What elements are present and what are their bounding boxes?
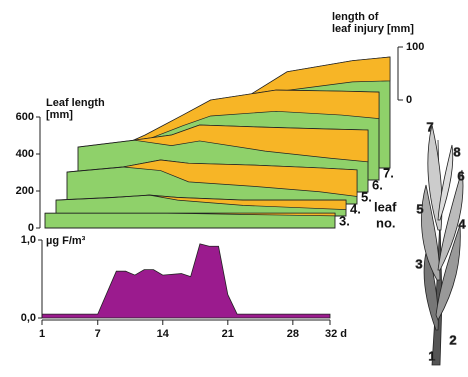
leaf-number: 7 bbox=[426, 119, 433, 134]
x-tick-label: 21 bbox=[222, 328, 234, 340]
concentration-area bbox=[42, 244, 330, 318]
y-axis-label: µg F/m³ bbox=[46, 235, 86, 247]
layer-label: 3. bbox=[339, 213, 350, 228]
layer-label: 6. bbox=[372, 177, 383, 192]
y-tick-label: 1,0 bbox=[21, 234, 36, 246]
plant bbox=[421, 125, 463, 365]
y2-tick-label: 0 bbox=[406, 94, 412, 106]
y2-axis-label: length of bbox=[332, 11, 379, 23]
layer-axis-label: no. bbox=[376, 215, 396, 230]
leaf-number: 4 bbox=[458, 216, 466, 231]
y2-tick-label: 100 bbox=[406, 41, 424, 53]
leaf-number: 1 bbox=[428, 348, 435, 363]
y-tick-label: 600 bbox=[16, 111, 34, 123]
layer-axis-label: leaf bbox=[374, 199, 397, 214]
layer-label: 7. bbox=[383, 165, 394, 180]
layer-label: 5. bbox=[361, 189, 372, 204]
y-tick-label: 0 bbox=[28, 222, 34, 234]
figure: 7.6.5.4.3. leafno. 0 200 400 600 Leaf length[m… bbox=[0, 0, 468, 372]
leaf-number: 6 bbox=[457, 168, 464, 183]
y-axis-label: [mm] bbox=[46, 109, 73, 121]
leaf-number: 2 bbox=[449, 332, 456, 347]
x-tick-label: 7 bbox=[95, 328, 101, 340]
layer-label: 4. bbox=[350, 201, 361, 216]
x-tick-label: 28 bbox=[287, 328, 299, 340]
y2-axis-label: leaf injury [mm] bbox=[332, 23, 414, 35]
leaf-number: 3 bbox=[415, 256, 422, 271]
y-axis-label: Leaf length bbox=[46, 97, 105, 109]
y-tick-label: 0,0 bbox=[21, 312, 36, 324]
leaf-number: 8 bbox=[453, 144, 460, 159]
x-tick-label: 1 bbox=[39, 328, 45, 340]
x-tick-label: 14 bbox=[157, 328, 170, 340]
y-tick-label: 400 bbox=[16, 148, 34, 160]
x-tick-label: 32 d bbox=[325, 328, 347, 340]
leaf-number: 5 bbox=[416, 201, 423, 216]
y-tick-label: 200 bbox=[16, 185, 34, 197]
